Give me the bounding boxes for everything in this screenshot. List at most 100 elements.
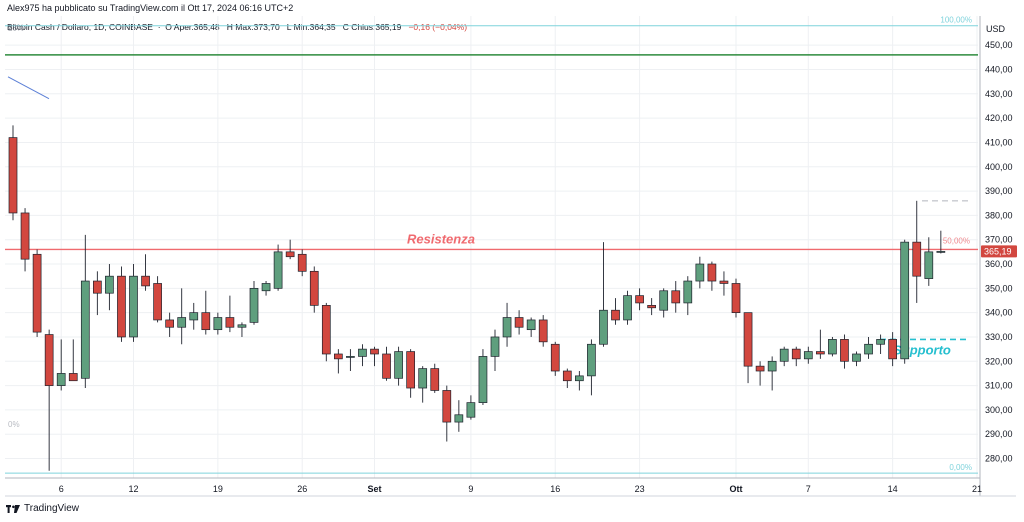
- candle[interactable]: [647, 298, 657, 316]
- candle[interactable]: [912, 200, 922, 303]
- candle[interactable]: [297, 249, 307, 277]
- candle[interactable]: [731, 278, 741, 318]
- candle[interactable]: [635, 288, 644, 311]
- candle[interactable]: [936, 230, 946, 254]
- candle[interactable]: [237, 322, 247, 337]
- candle[interactable]: [876, 334, 885, 354]
- candle[interactable]: [382, 346, 391, 381]
- candle[interactable]: [683, 276, 693, 316]
- candle[interactable]: [767, 356, 777, 391]
- candle[interactable]: [225, 295, 235, 333]
- symbol-legend: Bitcoin Cash / Dollaro, 1D, COINBASE · O…: [7, 22, 468, 32]
- candle[interactable]: [900, 239, 910, 364]
- candle[interactable]: [550, 341, 560, 376]
- candle[interactable]: [334, 349, 343, 374]
- candle[interactable]: [888, 332, 898, 367]
- candle[interactable]: [828, 336, 837, 357]
- candle[interactable]: [309, 266, 319, 313]
- candle-body: [671, 290, 681, 304]
- candle[interactable]: [514, 310, 524, 335]
- candle[interactable]: [406, 349, 415, 398]
- candle-body: [285, 251, 295, 258]
- candle[interactable]: [526, 317, 536, 337]
- candle[interactable]: [538, 315, 548, 347]
- candle[interactable]: [177, 288, 187, 345]
- candle[interactable]: [92, 271, 102, 316]
- candle[interactable]: [442, 385, 452, 442]
- candle[interactable]: [394, 346, 403, 386]
- candle[interactable]: [80, 234, 90, 389]
- candle[interactable]: [840, 334, 849, 369]
- candle-body: [454, 414, 464, 423]
- candle[interactable]: [8, 125, 18, 221]
- candle-body: [779, 348, 789, 362]
- candle-body: [876, 339, 885, 345]
- trend-line: [7, 76, 50, 100]
- candle[interactable]: [478, 349, 488, 406]
- candle[interactable]: [165, 312, 174, 337]
- candle[interactable]: [321, 302, 331, 362]
- candle[interactable]: [261, 281, 271, 296]
- candle[interactable]: [587, 339, 596, 396]
- candle[interactable]: [599, 242, 608, 347]
- candle[interactable]: [623, 290, 632, 325]
- candle[interactable]: [502, 302, 512, 347]
- candle[interactable]: [213, 312, 223, 335]
- candle[interactable]: [141, 254, 150, 291]
- candle[interactable]: [791, 346, 801, 367]
- tradingview-logo[interactable]: TradingView: [6, 503, 79, 514]
- candle[interactable]: [273, 244, 283, 291]
- candle[interactable]: [249, 281, 259, 325]
- candle[interactable]: [346, 349, 355, 372]
- candle[interactable]: [358, 344, 367, 367]
- candle[interactable]: [68, 339, 78, 382]
- candle[interactable]: [466, 395, 476, 420]
- candle[interactable]: [370, 346, 379, 367]
- candle[interactable]: [189, 302, 199, 330]
- candle[interactable]: [779, 346, 789, 367]
- candle[interactable]: [707, 261, 717, 291]
- candle[interactable]: [659, 288, 669, 318]
- candle[interactable]: [32, 249, 42, 337]
- candle[interactable]: [695, 256, 705, 289]
- candle[interactable]: [574, 371, 584, 391]
- candle[interactable]: [201, 290, 211, 335]
- candle[interactable]: [852, 351, 861, 367]
- candle[interactable]: [117, 266, 126, 342]
- candle[interactable]: [490, 329, 500, 372]
- y-tick-label: 280,00: [985, 454, 1013, 464]
- candle[interactable]: [153, 276, 162, 323]
- candle-body: [635, 295, 644, 304]
- tradingview-brand: TradingView: [24, 503, 80, 514]
- candle[interactable]: [454, 400, 464, 432]
- candle[interactable]: [803, 346, 813, 364]
- candle-body: [334, 353, 343, 360]
- candle[interactable]: [815, 329, 825, 359]
- candle-body: [177, 317, 187, 328]
- candle[interactable]: [755, 361, 765, 386]
- candle[interactable]: [285, 239, 295, 260]
- x-tick-label: 21: [972, 484, 982, 494]
- candles[interactable]: [8, 125, 946, 471]
- candle[interactable]: [20, 208, 30, 272]
- candle[interactable]: [105, 264, 114, 311]
- candle[interactable]: [719, 271, 729, 296]
- candle[interactable]: [129, 264, 138, 342]
- candle-body: [707, 263, 717, 282]
- symbol-name[interactable]: Bitcoin Cash / Dollaro, 1D, COINBASE: [7, 22, 153, 32]
- candle[interactable]: [611, 298, 620, 325]
- candle[interactable]: [430, 363, 440, 393]
- candle[interactable]: [562, 368, 572, 389]
- candle[interactable]: [56, 339, 66, 391]
- x-tick-label: Ott: [730, 484, 743, 494]
- candle[interactable]: [924, 237, 934, 286]
- candle-body: [574, 375, 584, 382]
- candle[interactable]: [44, 329, 54, 471]
- annotations: 100,00%23%0,00%0%Resistenza 50,00%Support…: [5, 16, 978, 474]
- candle[interactable]: [743, 312, 753, 384]
- candle[interactable]: [864, 336, 873, 359]
- candle[interactable]: [418, 366, 428, 403]
- candle[interactable]: [671, 281, 681, 313]
- candle-body: [562, 370, 572, 382]
